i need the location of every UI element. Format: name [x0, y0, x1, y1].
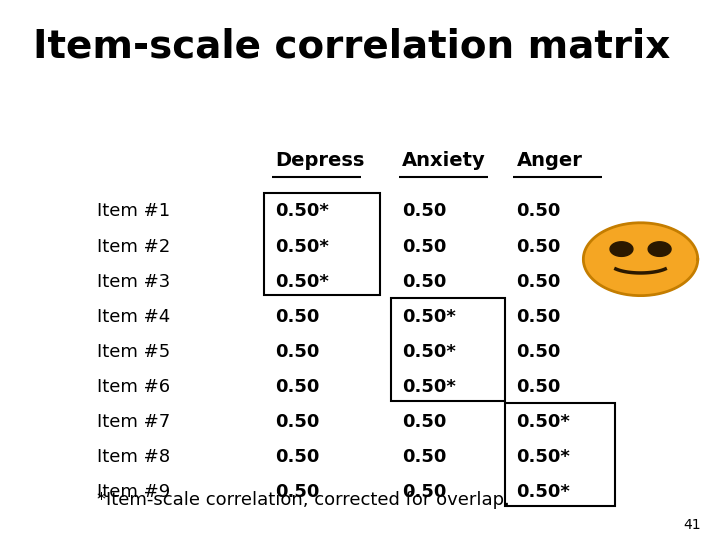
Text: Item #9: Item #9 [97, 483, 171, 501]
Polygon shape [583, 223, 698, 295]
Text: Anger: Anger [516, 151, 582, 170]
Text: Item-scale correlation matrix: Item-scale correlation matrix [32, 27, 670, 65]
Text: 0.50: 0.50 [516, 343, 561, 361]
Text: 0.50: 0.50 [275, 343, 320, 361]
Text: Item #8: Item #8 [97, 448, 170, 466]
Text: 0.50: 0.50 [275, 413, 320, 431]
Text: 0.50*: 0.50* [275, 273, 329, 291]
Text: 0.50: 0.50 [275, 308, 320, 326]
Text: *Item-scale correlation, corrected for overlap.: *Item-scale correlation, corrected for o… [97, 491, 510, 509]
Text: Anxiety: Anxiety [402, 151, 486, 170]
Text: 0.50*: 0.50* [516, 448, 570, 466]
Text: 0.50: 0.50 [275, 448, 320, 466]
Text: 0.50*: 0.50* [402, 308, 456, 326]
Text: 0.50: 0.50 [516, 202, 561, 220]
Text: 0.50: 0.50 [516, 273, 561, 291]
Text: 0.50*: 0.50* [402, 343, 456, 361]
Text: 0.50: 0.50 [275, 378, 320, 396]
Text: 0.50: 0.50 [402, 238, 446, 255]
Polygon shape [648, 242, 671, 256]
Text: 0.50*: 0.50* [402, 378, 456, 396]
Text: 0.50: 0.50 [516, 378, 561, 396]
Text: Item #3: Item #3 [97, 273, 171, 291]
Text: 0.50*: 0.50* [275, 238, 329, 255]
Text: Item #7: Item #7 [97, 413, 171, 431]
Text: Item #5: Item #5 [97, 343, 171, 361]
Text: 0.50: 0.50 [275, 483, 320, 501]
Text: 0.50: 0.50 [516, 308, 561, 326]
Text: 0.50: 0.50 [516, 238, 561, 255]
Text: Item #6: Item #6 [97, 378, 170, 396]
Text: 0.50: 0.50 [402, 273, 446, 291]
Text: Depress: Depress [275, 151, 364, 170]
Text: 0.50: 0.50 [402, 202, 446, 220]
Text: 0.50*: 0.50* [516, 413, 570, 431]
Text: Item #1: Item #1 [97, 202, 170, 220]
Text: 0.50*: 0.50* [275, 202, 329, 220]
Text: 41: 41 [683, 518, 701, 532]
Text: 0.50: 0.50 [402, 448, 446, 466]
Text: Item #2: Item #2 [97, 238, 171, 255]
Text: Item #4: Item #4 [97, 308, 171, 326]
Polygon shape [610, 242, 633, 256]
Text: 0.50: 0.50 [402, 413, 446, 431]
Text: 0.50: 0.50 [402, 483, 446, 501]
Text: 0.50*: 0.50* [516, 483, 570, 501]
